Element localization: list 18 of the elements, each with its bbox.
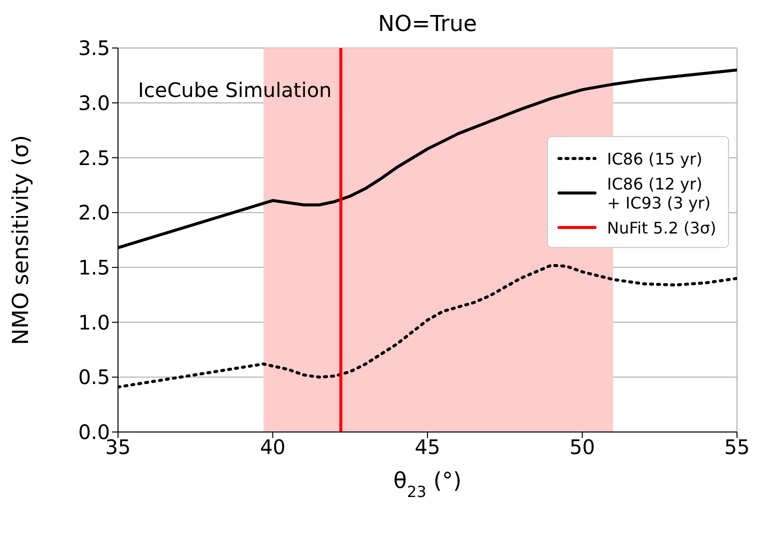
y-tick-label: 1.0 (78, 310, 110, 334)
legend-label: IC86 (15 yr) (607, 149, 702, 168)
y-tick-label: 1.5 (78, 256, 110, 280)
y-tick-label: 2.0 (78, 200, 110, 225)
legend-label: NuFit 5.2 (3σ) (607, 218, 716, 237)
annotation: IceCube Simulation (138, 78, 332, 102)
x-tick-label: 50 (570, 435, 595, 460)
y-axis-title: NMO sensitivity (σ) (8, 135, 34, 345)
legend-label: IC86 (12 yr) + IC93 (3 yr) (607, 174, 711, 212)
x-tick-label: 40 (260, 435, 286, 460)
x-tick-label: 45 (414, 435, 440, 460)
y-tick-label: 3.5 (78, 36, 110, 60)
x-axis-title: θ$_{23}$ (°) (393, 469, 462, 501)
x-tick-label: 55 (724, 435, 750, 460)
y-tick-label: 2.5 (78, 146, 110, 170)
chart-title: NO=True (377, 12, 478, 37)
y-tick-label: 0.5 (78, 365, 110, 390)
y-tick-label: 3.0 (78, 90, 110, 115)
